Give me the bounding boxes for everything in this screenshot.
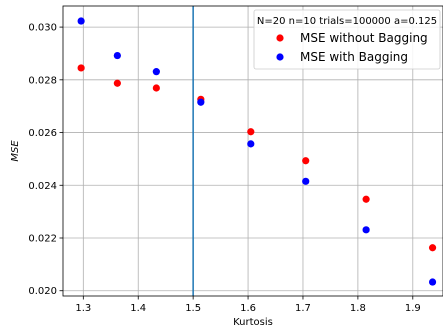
point-without-bagging — [113, 79, 121, 87]
y-tick-label: 0.020 — [28, 286, 57, 297]
legend-marker-without-bagging — [276, 34, 284, 42]
point-with-bagging — [77, 17, 85, 25]
point-without-bagging — [428, 244, 437, 252]
point-without-bagging — [77, 64, 85, 72]
x-tick-label: 1.6 — [240, 303, 256, 314]
y-tick-label: 0.026 — [28, 128, 57, 139]
point-with-bagging — [302, 177, 310, 185]
x-axis-ticks: 1.3 1.4 1.5 1.6 1.7 1.8 1.9 — [75, 296, 421, 314]
x-tick-label: 1.9 — [405, 303, 421, 314]
x-tick-label: 1.5 — [185, 303, 201, 314]
data-points — [77, 17, 437, 286]
legend: N=20 n=10 trials=100000 a=0.125 MSE with… — [253, 9, 441, 70]
x-tick-label: 1.4 — [130, 303, 146, 314]
point-without-bagging — [362, 195, 370, 203]
plot-frame — [62, 5, 443, 297]
x-tick-label: 1.8 — [350, 303, 366, 314]
y-tick-label: 0.028 — [28, 75, 57, 86]
y-tick-label: 0.030 — [28, 23, 57, 34]
y-tick-label: 0.022 — [28, 234, 57, 245]
point-with-bagging — [247, 140, 255, 148]
point-with-bagging — [152, 68, 160, 76]
point-without-bagging — [247, 128, 255, 136]
legend-label-without-bagging: MSE without Bagging — [300, 31, 428, 45]
legend-marker-with-bagging — [276, 53, 284, 61]
point-with-bagging — [428, 278, 437, 286]
point-with-bagging — [362, 226, 370, 234]
legend-label-with-bagging: MSE with Bagging — [300, 50, 408, 64]
legend-box — [253, 9, 441, 70]
y-axis-ticks: 0.020 0.022 0.024 0.026 0.028 0.030 — [28, 23, 63, 297]
point-with-bagging — [197, 98, 205, 106]
x-tick-label: 1.7 — [295, 303, 311, 314]
y-axis-label: MSE — [10, 140, 21, 162]
x-tick-label: 1.3 — [75, 303, 91, 314]
legend-title: N=20 n=10 trials=100000 a=0.125 — [257, 16, 437, 27]
point-with-bagging — [113, 51, 121, 60]
x-axis-label: Kurtosis — [233, 317, 273, 328]
point-without-bagging — [302, 157, 310, 165]
y-tick-label: 0.024 — [28, 181, 57, 192]
point-without-bagging — [152, 84, 160, 92]
